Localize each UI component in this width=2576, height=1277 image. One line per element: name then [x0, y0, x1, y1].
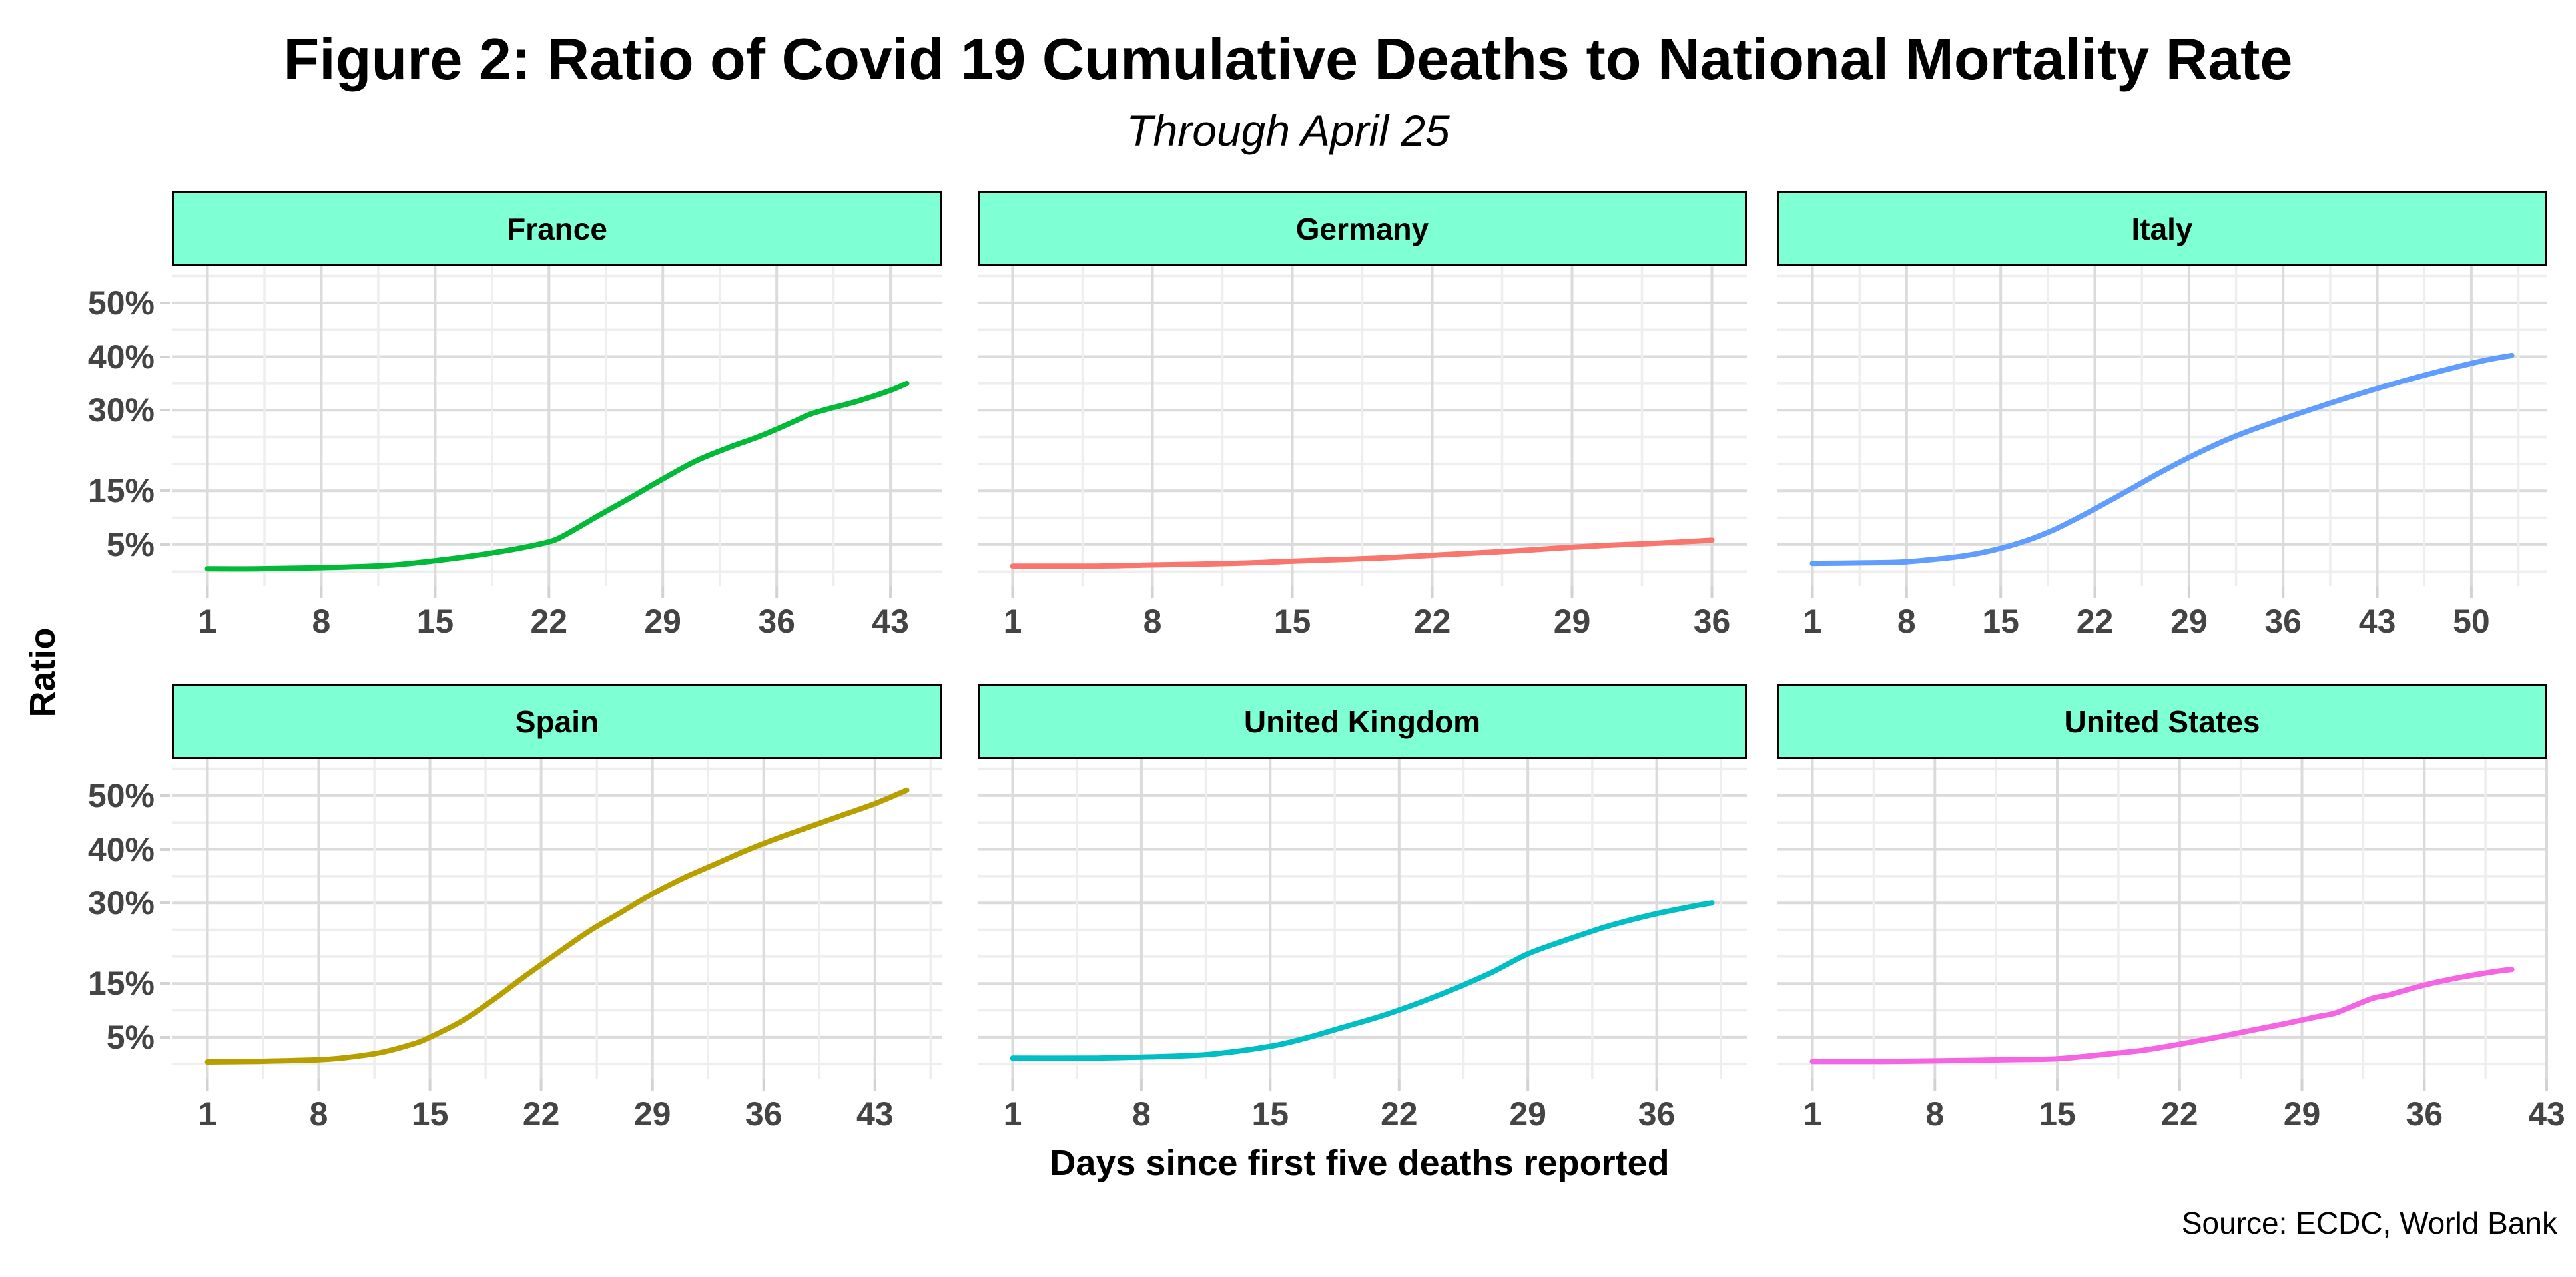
x-tick-label: 36 — [1638, 1095, 1676, 1133]
facet-strip-italy: Italy — [1777, 191, 2547, 266]
y-axis-tick — [160, 848, 170, 851]
y-axis-tick — [160, 409, 170, 411]
x-tick-label: 50 — [2453, 603, 2490, 640]
x-tick-label: 15 — [2039, 1095, 2076, 1133]
y-tick-label: 15% — [87, 965, 155, 1002]
facet-strip-united-kingdom: United Kingdom — [978, 684, 1747, 759]
x-tick-label: 15 — [412, 1095, 449, 1133]
x-tick-label: 43 — [2528, 1095, 2565, 1133]
series-line-united-states — [1809, 967, 2515, 1065]
y-tick-label: 50% — [87, 777, 155, 814]
facet-plot-italy: 1 8 15 22 29 36 43 50 — [1777, 266, 2547, 640]
facet-strip-label: France — [507, 211, 607, 246]
x-tick-label: 8 — [310, 1095, 328, 1133]
y-tick-label: 40% — [87, 831, 155, 868]
y-axis-tick — [160, 489, 170, 492]
x-tick-label: 8 — [1897, 603, 1916, 640]
facet-strip-united-states: United States — [1777, 684, 2547, 759]
facet-strip-label: Germany — [1295, 211, 1429, 246]
facet-cell-italy: Italy 1 8 15 22 29 36 43 50 — [1777, 191, 2547, 652]
x-tick-label: 36 — [745, 1095, 783, 1133]
x-tick-label: 22 — [2077, 603, 2114, 640]
figure-title: Figure 2: Ratio of Covid 19 Cumulative D… — [283, 26, 2293, 92]
x-tick-label: 1 — [198, 1095, 217, 1133]
x-tick-label: 29 — [2284, 1095, 2321, 1133]
series-line-germany — [1010, 537, 1715, 569]
x-tick-label: 22 — [530, 603, 567, 640]
x-tick-label: 29 — [644, 603, 681, 640]
x-tick-label: 29 — [1509, 1095, 1546, 1133]
facet-strip-germany: Germany — [978, 191, 1747, 266]
y-axis-tick — [160, 982, 170, 985]
x-tick-label: 1 — [1004, 1095, 1022, 1133]
y-tick-label: 40% — [87, 338, 155, 376]
facet-plot-united-states: 1 8 15 22 29 36 43 — [1777, 759, 2565, 1133]
x-tick-label: 29 — [634, 1095, 671, 1133]
x-tick-label: 8 — [1143, 603, 1162, 640]
x-tick-label: 43 — [872, 603, 909, 640]
facet-cell-germany: Germany 1 8 15 22 29 36 — [978, 191, 1747, 652]
x-axis-title: Days since first five deaths reported — [1050, 1143, 1670, 1183]
x-tick-label: 15 — [417, 603, 454, 640]
x-tick-label: 29 — [2170, 603, 2208, 640]
x-tick-label: 1 — [1803, 1095, 1822, 1133]
facet-strip-label: Italy — [2131, 211, 2193, 246]
y-axis-tick — [160, 302, 170, 304]
x-tick-label: 8 — [312, 603, 330, 640]
figure-subtitle: Through April 25 — [1126, 106, 1450, 155]
series-line-france — [204, 380, 910, 572]
x-tick-label: 43 — [2359, 603, 2396, 640]
y-axis-tick — [160, 794, 170, 797]
y-axis-title: Ratio — [23, 627, 63, 718]
series-line-united-kingdom — [1010, 900, 1715, 1061]
facet-strip-label: United Kingdom — [1243, 704, 1481, 739]
y-tick-label: 30% — [87, 391, 155, 429]
x-tick-label: 36 — [2264, 603, 2302, 640]
x-tick-label: 15 — [1982, 603, 2019, 640]
x-tick-label: 29 — [1554, 603, 1591, 640]
facet-cell-united-kingdom: United Kingdom 1 8 15 22 29 36 — [978, 684, 1747, 1145]
facet-cell-spain: Spain 1 8 15 22 29 36 43 — [172, 684, 942, 1145]
series-line-italy — [1809, 352, 2515, 567]
facet-plot-united-kingdom: 1 8 15 22 29 36 — [978, 759, 1747, 1133]
facet-plot-germany: 1 8 15 22 29 36 — [978, 266, 1747, 640]
x-tick-label: 1 — [1004, 603, 1022, 640]
x-tick-label: 36 — [2406, 1095, 2443, 1133]
series-line-spain — [204, 787, 910, 1065]
facet-plot-spain: 1 8 15 22 29 36 43 — [172, 759, 942, 1133]
x-tick-label: 36 — [1694, 603, 1731, 640]
y-axis-tick — [160, 901, 170, 904]
y-tick-label: 50% — [87, 284, 155, 322]
facet-strip-label: Spain — [515, 704, 599, 739]
x-tick-label: 1 — [1803, 603, 1822, 640]
y-tick-label: 5% — [106, 1019, 155, 1056]
x-tick-label: 8 — [1132, 1095, 1151, 1133]
facet-plot-france: 1 8 15 22 29 36 43 — [172, 266, 942, 640]
x-tick-label: 22 — [523, 1095, 560, 1133]
x-tick-label: 15 — [1274, 603, 1311, 640]
facet-cell-united-states: United States 1 8 15 22 29 36 43 — [1777, 684, 2565, 1145]
facet-strip-label: United States — [2064, 704, 2260, 739]
x-tick-label: 43 — [856, 1095, 894, 1133]
x-tick-label: 8 — [1925, 1095, 1944, 1133]
x-tick-label: 36 — [758, 603, 795, 640]
source-caption: Source: ECDC, World Bank — [2181, 1206, 2557, 1240]
facet-cell-france: France 1 8 15 22 29 36 43 — [172, 191, 942, 652]
y-tick-label: 15% — [87, 472, 155, 509]
y-tick-label: 30% — [87, 884, 155, 921]
facet-strip-france: France — [172, 191, 942, 266]
x-tick-label: 15 — [1251, 1095, 1289, 1133]
x-tick-label: 1 — [198, 603, 217, 640]
x-tick-label: 22 — [1414, 603, 1451, 640]
y-tick-label: 5% — [106, 526, 155, 563]
x-tick-label: 22 — [2161, 1095, 2198, 1133]
y-axis-tick — [160, 1036, 170, 1039]
x-tick-label: 22 — [1381, 1095, 1418, 1133]
facet-strip-spain: Spain — [172, 684, 942, 759]
y-axis-tick — [160, 356, 170, 358]
y-axis-tick — [160, 543, 170, 546]
